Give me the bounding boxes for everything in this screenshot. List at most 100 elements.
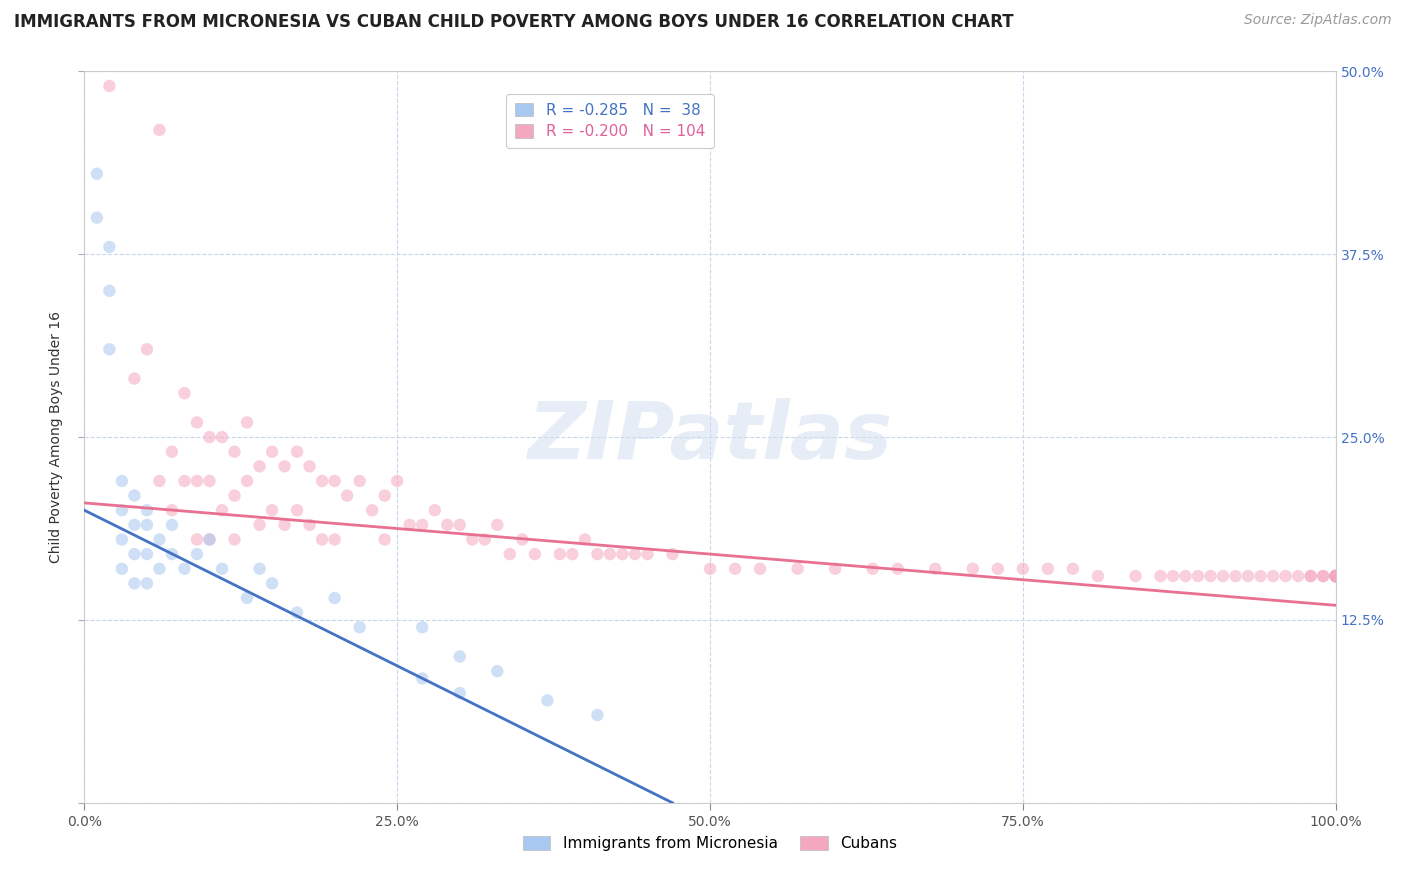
Point bbox=[449, 517, 471, 532]
Point bbox=[236, 416, 259, 430]
Point bbox=[1324, 569, 1347, 583]
Point bbox=[124, 576, 146, 591]
Point bbox=[1324, 569, 1347, 583]
Point bbox=[86, 211, 108, 225]
Point bbox=[987, 562, 1010, 576]
Point bbox=[637, 547, 659, 561]
Point bbox=[186, 474, 208, 488]
Point bbox=[160, 517, 183, 532]
Point bbox=[111, 474, 134, 488]
Point bbox=[173, 474, 195, 488]
Point bbox=[1161, 569, 1184, 583]
Point bbox=[1125, 569, 1147, 583]
Point bbox=[1174, 569, 1197, 583]
Point bbox=[699, 562, 721, 576]
Point bbox=[148, 123, 170, 137]
Point bbox=[249, 562, 271, 576]
Point bbox=[349, 474, 371, 488]
Point bbox=[1263, 569, 1285, 583]
Point bbox=[262, 576, 284, 591]
Point bbox=[548, 547, 571, 561]
Point bbox=[111, 562, 134, 576]
Point bbox=[211, 430, 233, 444]
Point bbox=[1286, 569, 1309, 583]
Point bbox=[786, 562, 808, 576]
Point bbox=[1324, 569, 1347, 583]
Point bbox=[574, 533, 596, 547]
Point bbox=[586, 708, 609, 723]
Point bbox=[148, 474, 170, 488]
Point bbox=[536, 693, 558, 707]
Point bbox=[136, 343, 159, 357]
Point bbox=[98, 284, 121, 298]
Point bbox=[249, 459, 271, 474]
Point bbox=[1237, 569, 1260, 583]
Point bbox=[374, 489, 396, 503]
Point bbox=[1324, 569, 1347, 583]
Point bbox=[285, 444, 308, 458]
Point bbox=[512, 533, 534, 547]
Point bbox=[436, 517, 458, 532]
Point bbox=[1324, 569, 1347, 583]
Point bbox=[136, 517, 159, 532]
Point bbox=[186, 416, 208, 430]
Point bbox=[98, 78, 121, 93]
Point bbox=[211, 503, 233, 517]
Point bbox=[862, 562, 884, 576]
Point bbox=[1199, 569, 1222, 583]
Point bbox=[349, 620, 371, 634]
Point bbox=[824, 562, 846, 576]
Point bbox=[86, 167, 108, 181]
Point bbox=[385, 474, 409, 488]
Point bbox=[124, 547, 146, 561]
Point bbox=[411, 672, 433, 686]
Point bbox=[1299, 569, 1322, 583]
Point bbox=[273, 517, 295, 532]
Point bbox=[423, 503, 446, 517]
Point bbox=[148, 533, 170, 547]
Point bbox=[198, 430, 221, 444]
Point bbox=[486, 517, 509, 532]
Point bbox=[124, 489, 146, 503]
Point bbox=[1324, 569, 1347, 583]
Point bbox=[98, 240, 121, 254]
Point bbox=[887, 562, 910, 576]
Point bbox=[398, 517, 420, 532]
Point bbox=[323, 533, 346, 547]
Legend: Immigrants from Micronesia, Cubans: Immigrants from Micronesia, Cubans bbox=[517, 830, 903, 857]
Point bbox=[499, 547, 522, 561]
Point bbox=[224, 489, 246, 503]
Point bbox=[160, 503, 183, 517]
Point bbox=[98, 343, 121, 357]
Point bbox=[361, 503, 384, 517]
Point bbox=[124, 517, 146, 532]
Point bbox=[486, 664, 509, 678]
Point bbox=[236, 591, 259, 605]
Point bbox=[323, 591, 346, 605]
Point bbox=[924, 562, 946, 576]
Point bbox=[1324, 569, 1347, 583]
Text: ZIPatlas: ZIPatlas bbox=[527, 398, 893, 476]
Point bbox=[1212, 569, 1234, 583]
Point bbox=[1312, 569, 1334, 583]
Point bbox=[323, 474, 346, 488]
Point bbox=[1062, 562, 1084, 576]
Point bbox=[186, 533, 208, 547]
Point bbox=[1312, 569, 1334, 583]
Point bbox=[523, 547, 546, 561]
Point bbox=[249, 517, 271, 532]
Point bbox=[1225, 569, 1247, 583]
Point bbox=[374, 533, 396, 547]
Point bbox=[285, 606, 308, 620]
Point bbox=[236, 474, 259, 488]
Text: Source: ZipAtlas.com: Source: ZipAtlas.com bbox=[1244, 13, 1392, 28]
Point bbox=[211, 562, 233, 576]
Point bbox=[661, 547, 683, 561]
Point bbox=[724, 562, 747, 576]
Point bbox=[111, 533, 134, 547]
Point bbox=[160, 444, 183, 458]
Text: IMMIGRANTS FROM MICRONESIA VS CUBAN CHILD POVERTY AMONG BOYS UNDER 16 CORRELATIO: IMMIGRANTS FROM MICRONESIA VS CUBAN CHIL… bbox=[14, 13, 1014, 31]
Point bbox=[411, 620, 433, 634]
Point bbox=[111, 503, 134, 517]
Point bbox=[1299, 569, 1322, 583]
